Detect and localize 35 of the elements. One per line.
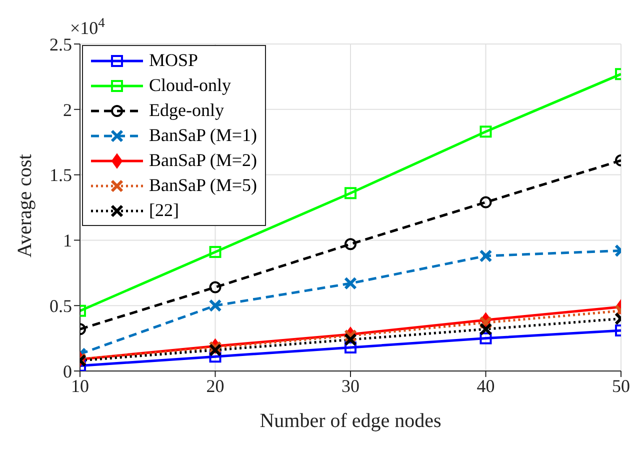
y-tick-label: 2 bbox=[63, 100, 72, 120]
point bbox=[480, 126, 492, 138]
y-tick-label: 1.5 bbox=[50, 165, 72, 186]
y-tick-label: 2.5 bbox=[50, 34, 72, 54]
point bbox=[208, 344, 222, 357]
point bbox=[344, 333, 357, 346]
x-tick-label: 30 bbox=[342, 376, 360, 396]
legend-label: BanSaP (M=1) bbox=[149, 125, 257, 146]
point bbox=[480, 332, 492, 344]
legend-label: Cloud-only bbox=[149, 75, 232, 96]
point bbox=[480, 196, 492, 208]
point bbox=[479, 322, 492, 336]
x-axis-title: Number of edge nodes bbox=[260, 410, 442, 432]
point bbox=[344, 187, 356, 200]
point bbox=[479, 249, 492, 262]
y-tick-label: 1 bbox=[63, 230, 72, 251]
legend-label: BanSaP (M=5) bbox=[149, 175, 257, 196]
text: ×10$^{4}$ bbox=[70, 14, 106, 38]
x-tick-label: 20 bbox=[206, 376, 224, 396]
legend-label: Edge-only bbox=[149, 100, 224, 121]
legend-label: [22] bbox=[149, 200, 179, 221]
point bbox=[344, 341, 356, 354]
y-axis-title: Average cost bbox=[14, 154, 36, 258]
point bbox=[344, 238, 356, 250]
y-tick-label: 0 bbox=[63, 361, 72, 382]
point bbox=[208, 299, 222, 312]
point bbox=[344, 276, 357, 290]
x-tick-label: 40 bbox=[476, 376, 495, 396]
x-tick-label: 10 bbox=[71, 376, 89, 396]
x-tick-label: 50 bbox=[612, 376, 630, 396]
point bbox=[209, 246, 222, 258]
legend-label: BanSaP (M=2) bbox=[149, 150, 257, 171]
point bbox=[209, 281, 222, 294]
y-tick-label: 0.5 bbox=[50, 296, 72, 316]
legend-label: MOSP bbox=[149, 50, 198, 71]
